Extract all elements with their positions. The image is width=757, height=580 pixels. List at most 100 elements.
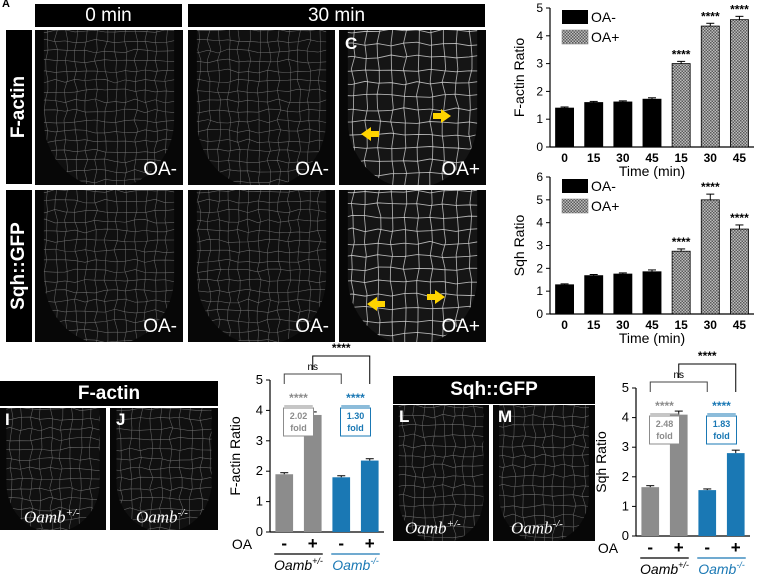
cell-boundary bbox=[287, 190, 292, 342]
image-oamb-hom-f-actin: J Oamb-/- bbox=[110, 408, 218, 530]
cell-boundary bbox=[532, 405, 537, 541]
cell-boundary bbox=[43, 138, 175, 144]
cell-boundary bbox=[103, 30, 109, 185]
x-tick-label: 30 bbox=[704, 151, 718, 165]
bar bbox=[729, 228, 749, 315]
cell-boundary bbox=[196, 159, 327, 164]
y-tick-label: 1 bbox=[622, 498, 629, 513]
cell-boundary bbox=[429, 30, 434, 185]
cell-boundary bbox=[499, 483, 589, 488]
cell-boundary bbox=[43, 129, 175, 134]
cell-boundary bbox=[441, 405, 446, 541]
genotype-axis-label: Oamb+/- bbox=[274, 556, 323, 573]
cell-boundary bbox=[43, 248, 175, 254]
cell-boundary bbox=[43, 209, 175, 214]
y-tick-label: 0 bbox=[256, 524, 263, 539]
cell-boundary bbox=[133, 190, 138, 342]
cell-boundary bbox=[124, 190, 129, 342]
ns-bracket bbox=[283, 373, 342, 384]
cell-boundary bbox=[188, 190, 191, 342]
cell-boundary bbox=[196, 98, 327, 104]
cell-boundary bbox=[43, 199, 175, 204]
cell-boundary bbox=[499, 504, 589, 509]
cell-boundary bbox=[103, 190, 109, 342]
x-tick-label: 15 bbox=[587, 151, 601, 165]
cell-boundary bbox=[542, 405, 547, 541]
cell-boundary bbox=[94, 30, 98, 185]
cell-boundary bbox=[43, 279, 175, 283]
cell-boundary bbox=[196, 190, 327, 194]
tissue-cells bbox=[339, 190, 478, 342]
y-axis-title: F-actin Ratio bbox=[511, 38, 527, 118]
y-tick-label: 2 bbox=[536, 261, 543, 275]
y-tick-label: 2 bbox=[536, 84, 543, 98]
cell-boundary bbox=[49, 408, 54, 530]
cell-boundary bbox=[376, 190, 382, 342]
image-sqh-30min-oa-minus: OA- bbox=[188, 190, 335, 342]
cell-boundary bbox=[461, 405, 467, 541]
bar bbox=[303, 414, 322, 532]
cell-boundary bbox=[73, 30, 79, 185]
image-sqh-30min-oa-plus: OA+ bbox=[339, 190, 486, 342]
bar bbox=[726, 453, 745, 536]
y-axis-title: F-actin Ratio bbox=[227, 416, 243, 496]
cell-boundary bbox=[196, 268, 327, 274]
cell-boundary bbox=[411, 405, 417, 541]
significance-stars: **** bbox=[701, 180, 720, 194]
cell-boundary bbox=[286, 30, 292, 185]
y-tick-label: 1 bbox=[536, 284, 543, 298]
between-group-bracket bbox=[312, 355, 371, 384]
genotype-sup: -/- bbox=[177, 507, 188, 520]
x-tick-label: 15 bbox=[674, 318, 688, 332]
x-tick-label: - bbox=[704, 538, 710, 557]
cell-boundary bbox=[0, 408, 2, 530]
panel-letter-l: L bbox=[399, 407, 410, 426]
genotype-base: Oamb bbox=[640, 561, 678, 577]
cell-boundary bbox=[551, 405, 556, 541]
image-f-actin-30min-oa-plus: C OA+ bbox=[339, 30, 486, 185]
cell-boundary bbox=[68, 408, 74, 530]
cell-boundary bbox=[398, 514, 484, 519]
cell-boundary bbox=[144, 30, 149, 185]
y-tick-label: 0 bbox=[536, 140, 543, 154]
cell-boundary bbox=[493, 405, 496, 541]
significance-stars: **** bbox=[701, 9, 720, 23]
yellow-arrow-icon bbox=[427, 290, 445, 304]
cell-boundary bbox=[63, 30, 68, 185]
cell-boundary bbox=[6, 446, 100, 451]
y-tick-label: 3 bbox=[536, 57, 543, 71]
row-label-f-actin-bar: F-actin bbox=[6, 30, 32, 184]
cell-boundary bbox=[153, 30, 158, 185]
legend-label: OA+ bbox=[591, 29, 619, 45]
cell-boundary bbox=[43, 79, 175, 84]
cell-boundary bbox=[43, 289, 175, 294]
cell-boundary bbox=[116, 457, 212, 462]
y-tick-label: 6 bbox=[536, 170, 543, 184]
cell-boundary bbox=[339, 190, 342, 342]
bar bbox=[332, 477, 351, 532]
cell-boundary bbox=[451, 405, 457, 541]
cell-boundary bbox=[246, 30, 252, 185]
cell-boundary bbox=[43, 98, 175, 104]
x-tick-label: 0 bbox=[561, 318, 568, 332]
y-tick-label: 5 bbox=[256, 372, 263, 387]
cell-boundary bbox=[236, 30, 241, 185]
y-tick-label: 4 bbox=[622, 410, 629, 425]
y-axis-title: Sqh Ratio bbox=[511, 215, 527, 277]
cell-boundary bbox=[43, 218, 175, 224]
fold-value: 2.48 bbox=[656, 419, 674, 429]
condition-label: OA+ bbox=[441, 159, 480, 180]
cell-boundary bbox=[297, 190, 301, 342]
ns-bracket bbox=[649, 381, 708, 392]
cell-boundary bbox=[28, 408, 34, 530]
cell-boundary bbox=[116, 447, 212, 452]
tissue-texture-icon bbox=[493, 405, 589, 541]
cell-boundary bbox=[43, 108, 175, 113]
tissue-texture-icon bbox=[35, 190, 175, 342]
cell-boundary bbox=[6, 477, 100, 481]
x-tick-label: 45 bbox=[645, 318, 659, 332]
cell-boundary bbox=[35, 190, 38, 342]
y-tick-label: 5 bbox=[536, 1, 543, 15]
cell-boundary bbox=[217, 30, 222, 185]
